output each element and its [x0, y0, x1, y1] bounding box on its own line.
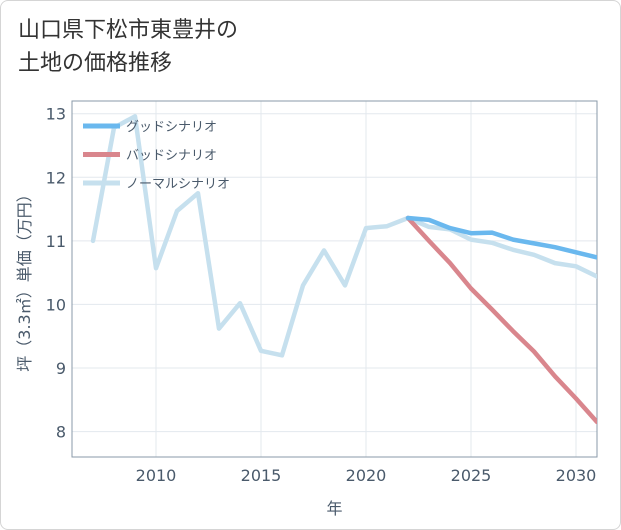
x-tick-label: 2030 [556, 466, 597, 485]
chart-title: 山口県下松市東豊井の 土地の価格推移 [18, 14, 238, 80]
y-tick-label: 11 [46, 232, 66, 251]
x-tick-label: 2010 [136, 466, 177, 485]
x-tick-label: 2015 [241, 466, 282, 485]
legend-label: ノーマルシナリオ [126, 177, 230, 192]
y-tick-label: 9 [56, 359, 66, 378]
y-tick-label: 12 [46, 168, 66, 187]
series-lines [90, 114, 597, 425]
series-line-1 [405, 215, 597, 425]
chart-title-line-1: 山口県下松市東豊井の [18, 18, 239, 43]
grid-lines [72, 101, 597, 457]
legend-label: グッドシナリオ [126, 120, 217, 135]
y-tick-label: 10 [46, 295, 66, 314]
chart-title-line-2: 土地の価格推移 [18, 51, 173, 76]
series-line-0 [405, 215, 597, 260]
x-tick-label: 2020 [346, 466, 387, 485]
axis-tick-labels: 2010 2015 2020 2025 2030 8 9 10 11 12 13 [46, 105, 597, 485]
x-tick-label: 2025 [451, 466, 492, 485]
series-line-2 [90, 114, 597, 358]
y-tick-label: 13 [46, 105, 66, 124]
y-axis-title: 坪（3.3㎡）単価（万円） [15, 186, 34, 371]
plot-area-border [71, 100, 598, 458]
y-tick-label: 8 [56, 423, 66, 442]
x-axis-title: 年 [326, 499, 342, 518]
legend-label: バッドシナリオ [126, 149, 217, 164]
